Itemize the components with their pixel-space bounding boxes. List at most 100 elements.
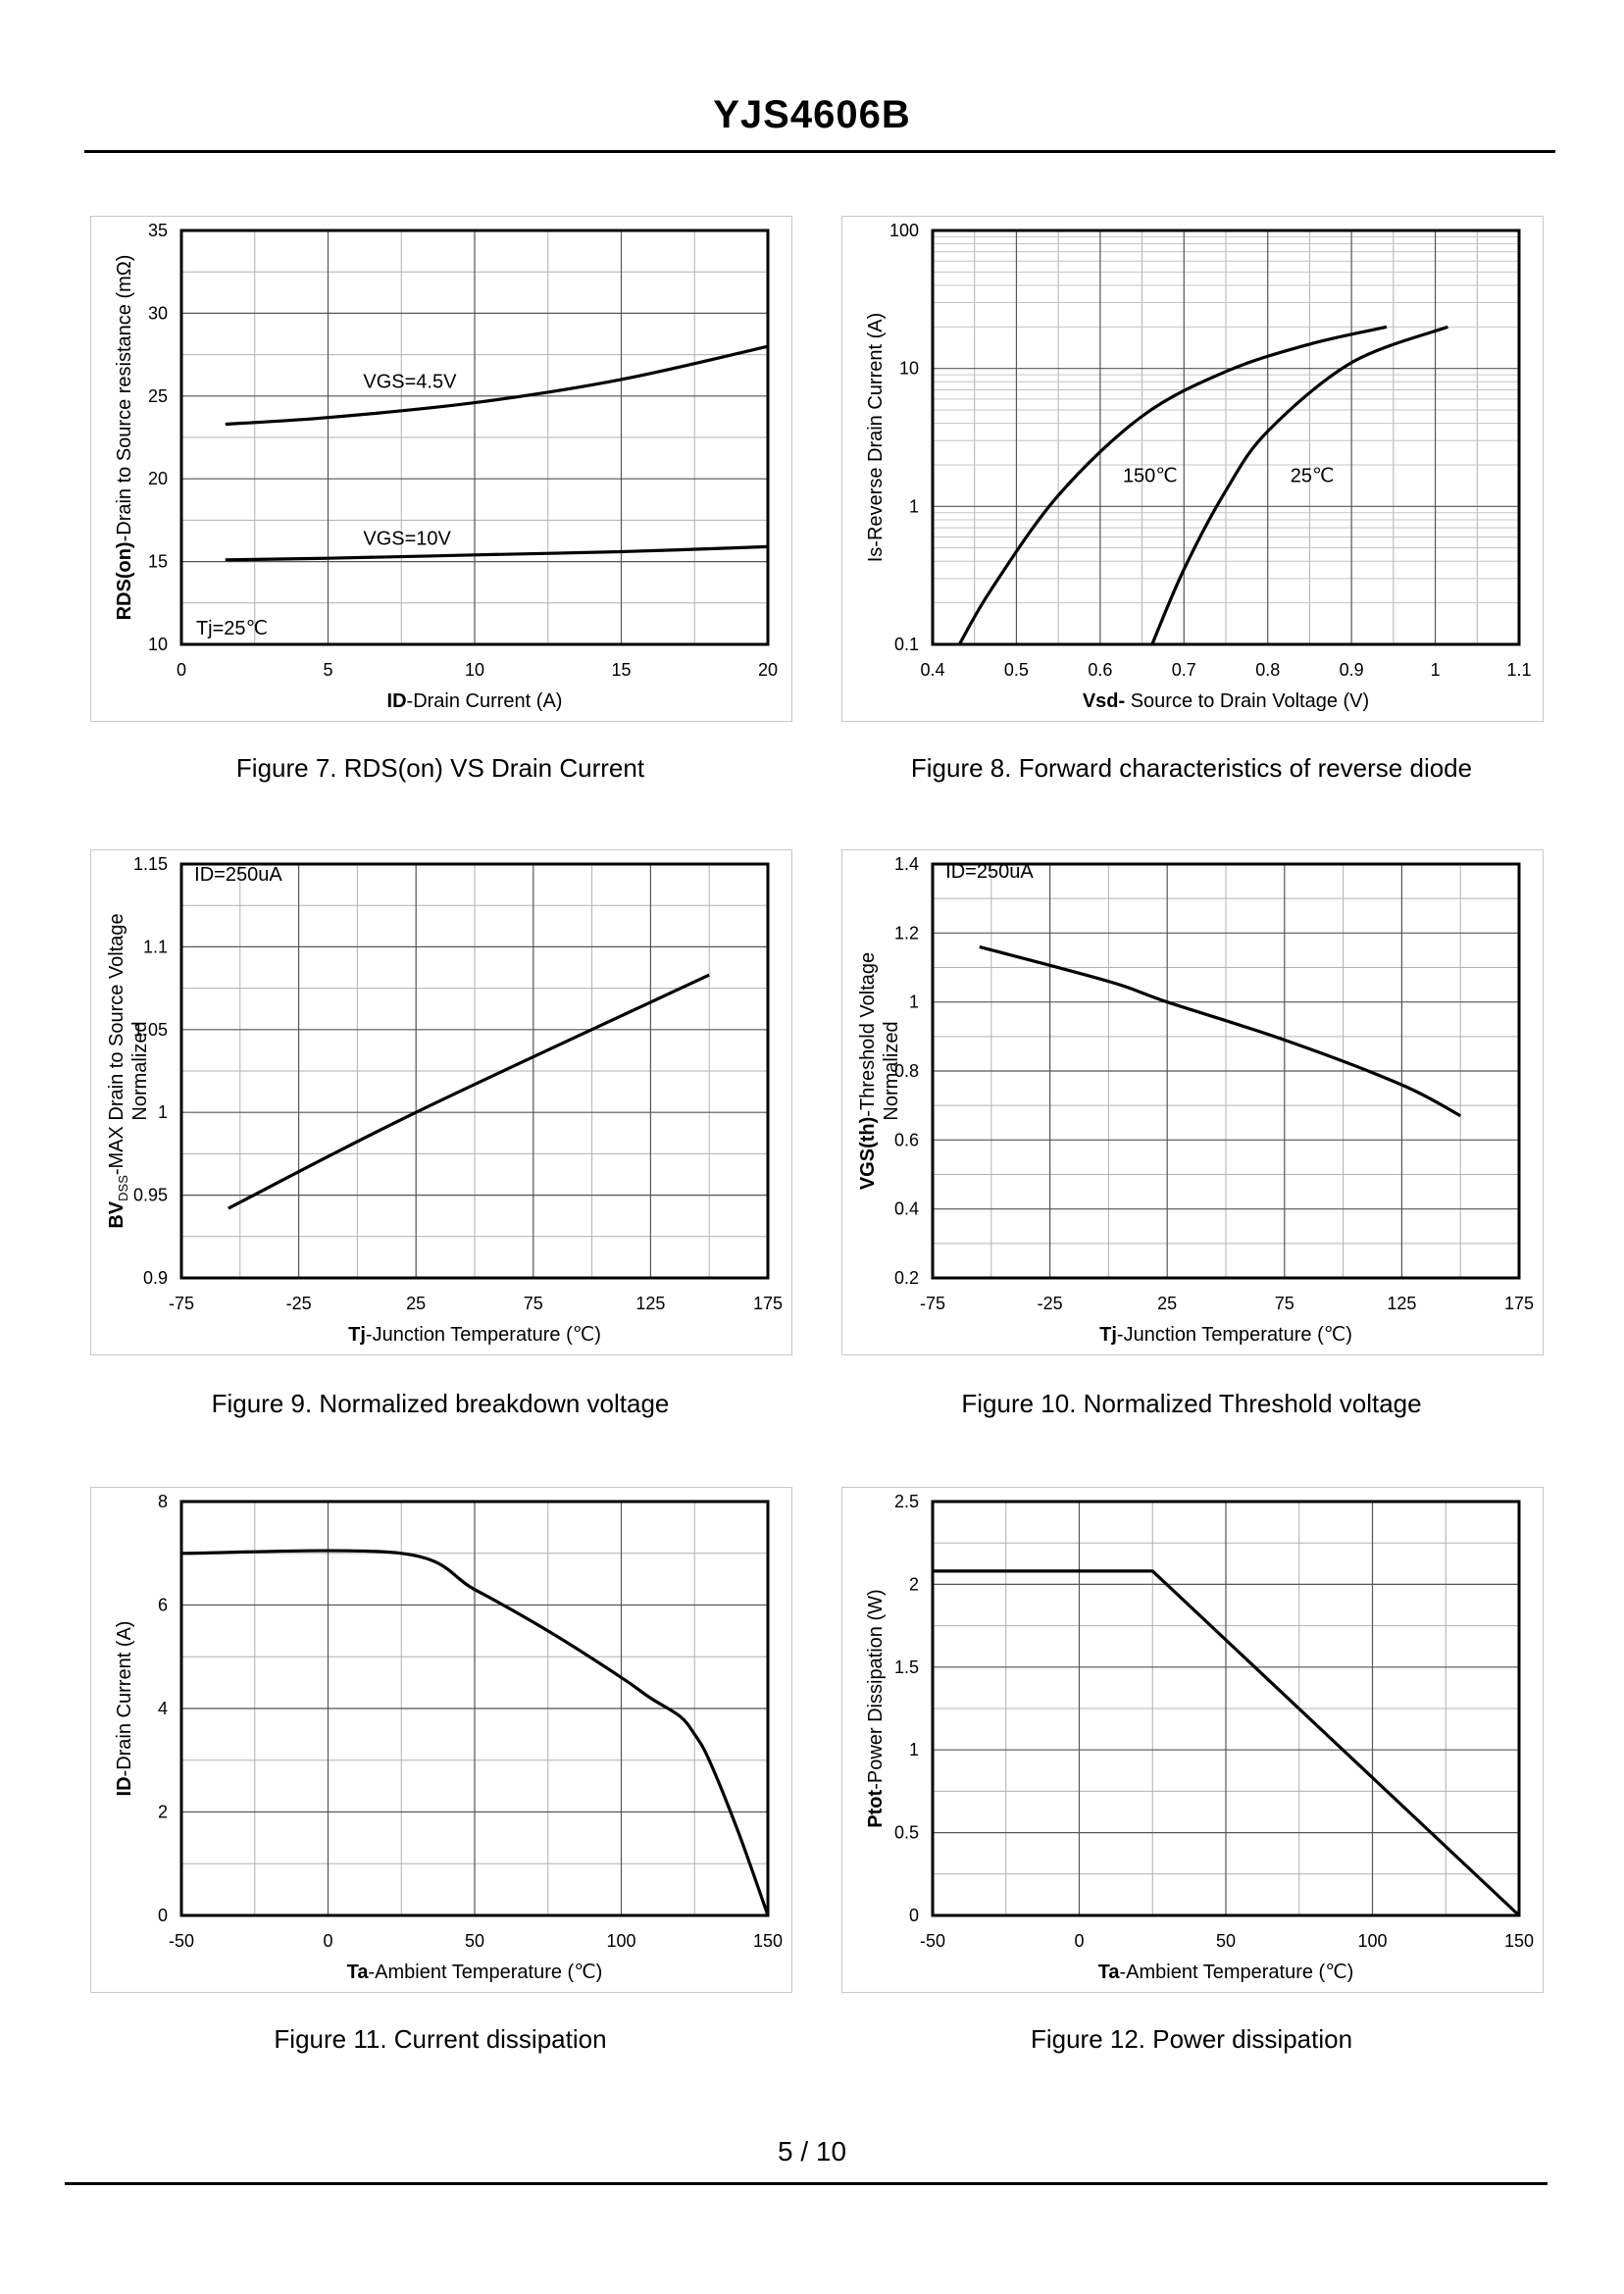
grid [932,863,1520,1279]
y-axis-label-text: Is-Reverse Drain Current (A) [865,313,887,563]
x-tick-label: 0.8 [1255,660,1280,680]
series-line-0 [225,344,769,427]
y-tick-label: 2 [158,1803,168,1822]
x-tick-label: 125 [1387,1294,1416,1313]
y-tick-label: 20 [148,469,168,488]
x-tick-label: 150 [753,1931,783,1951]
x-tick-label: -75 [920,1294,945,1313]
figure-9-caption: Figure 9. Normalized breakdown voltage [211,1389,670,1418]
y-axis-label-sub: DSS [116,1175,130,1201]
y-axis-label-bold: ID [114,1776,135,1796]
figure-8-panel: 0.4 0.5 0.6 0.7 0.8 0.9 1 1.1 0.1 1 10 100 Vsd- Sour… [841,216,1544,722]
y-tick-label: 4 [158,1699,168,1718]
y-tick-label: 15 [148,552,168,572]
grid [932,229,1520,645]
y-tick-label: 10 [899,359,919,379]
y-axis-label-bold: RDS(on) [114,541,135,620]
x-axis-label-text: Source to Drain Voltage (V) [1125,690,1369,712]
x-tick-label: 0.7 [1172,660,1196,680]
y-axis-label-text: -Threshold Voltage [857,952,879,1117]
x-tick-label: 1 [1431,660,1441,680]
x-tick-label: 1.1 [1506,660,1531,680]
x-axis-label-bold: Vsd- [1083,690,1125,712]
x-tick-label: 0 [177,660,186,680]
y-axis-label: RDS(on)-Drain to Source resistance (mΩ) [114,255,135,621]
y-tick-label: 1 [909,1740,919,1759]
series-line-0 [933,1569,1521,1917]
x-tick-label: 25 [406,1294,426,1313]
x-tick-label: 125 [635,1294,665,1313]
x-tick-label: 100 [606,1931,635,1951]
x-tick-label: -25 [1038,1294,1063,1313]
y-tick-label: 0.5 [894,1823,919,1843]
figure-12-panel: -50 0 50 100 150 0 0.5 1 1.5 2 2.5 Ta-Ambient Tempe… [841,1487,1544,1993]
y-tick-label: 8 [158,1492,168,1511]
x-axis-label-bold: Tj [348,1324,366,1346]
x-tick-label: 100 [1357,1931,1387,1951]
y-tick-label: 100 [889,221,919,240]
y-axis-label-text: -Drain to Source resistance (mΩ) [114,255,135,542]
x-tick-label: 0.9 [1340,660,1364,680]
y-tick-label: 2.5 [894,1492,919,1511]
y-tick-label: 2 [909,1574,919,1594]
x-tick-label: 5 [323,660,332,680]
figure-12-caption: Figure 12. Power dissipation [1030,2024,1353,2054]
y-tick-label: 0.4 [894,1199,919,1219]
figure-11-panel: -50 0 50 100 150 0 2 4 6 8 Ta-Ambient Temperature … [90,1487,792,1993]
x-tick-label: 0 [323,1931,332,1951]
series-line-0 [180,1549,770,1916]
y-tick-label: 0.1 [894,635,919,654]
x-tick-label: 0.4 [920,660,944,680]
figure-10-chart: -75 -25 25 75 125 175 0.2 0.4 0.6 0.8 1 1.2 1.4 Tj-Ju… [857,854,1534,1346]
x-tick-label: 0.6 [1088,660,1112,680]
figure-11-caption: Figure 11. Current dissipation [274,2024,607,2054]
y-tick-label: 25 [148,386,168,406]
figure-7-chart: 0 5 10 15 20 10 15 20 25 30 35 ID-Drain Current (A)… [114,221,778,712]
page-number: 5 / 10 [777,2136,847,2167]
figure-7-panel: 0 5 10 15 20 10 15 20 25 30 35 ID-Drain Current (A)… [90,216,792,722]
x-axis-label: ID-Drain Current (A) [387,690,563,712]
y-tick-label: 1.05 [133,1020,168,1040]
y-axis-label-bold: VGS(th) [857,1117,879,1190]
y-axis-label: Is-Reverse Drain Current (A) [865,313,887,563]
annotation-label: 150℃ [1123,466,1178,487]
y-axis-label-text: -Drain Current (A) [114,1621,135,1777]
x-axis-label-bold: Ta [1098,1962,1121,1983]
x-tick-label: -50 [169,1931,194,1951]
x-tick-label: 15 [611,660,631,680]
y-tick-label: 0.9 [143,1268,168,1288]
y-tick-label: 1.5 [894,1657,919,1677]
series-line-0 [979,944,1461,1118]
x-axis-label: Tj-Junction Temperature (℃) [1099,1324,1352,1346]
x-axis-label-bold: Tj [1099,1324,1117,1346]
x-axis-label-text: -Ambient Temperature (℃) [369,1962,603,1983]
y-tick-label: 0.8 [894,1061,919,1081]
y-axis-label-line2: Normalized [129,1021,151,1120]
y-tick-label: 6 [158,1596,168,1615]
annotation-label: ID=250uA [945,861,1034,883]
y-tick-label: 0.95 [133,1186,168,1205]
figure-8-caption: Figure 8. Forward characteristics of rev… [910,753,1473,783]
y-tick-label: 35 [148,221,168,240]
x-tick-label: 75 [524,1294,543,1313]
plot-frame [931,862,1521,1280]
y-axis-label-text: -Power Dissipation (W) [865,1589,887,1789]
y-axis-label: VGS(th)-Threshold Voltage [857,952,879,1190]
x-axis-label-bold: ID [387,690,407,712]
figure-10-panel: -75 -25 25 75 125 175 0.2 0.4 0.6 0.8 1 1.2 1.4 Tj-Ju… [841,849,1544,1355]
x-tick-label: -75 [169,1294,194,1313]
plot-frame [179,229,770,646]
footer-rule [65,2182,1548,2185]
figure-9-chart: -75 -25 25 75 125 175 0.9 0.95 1 1.05 1.1 1.15 Tj-Ju… [106,854,783,1346]
y-axis-label-bold: BV [106,1200,127,1228]
plot-frame [179,1500,770,1917]
x-axis-label-text: -Junction Temperature (℃) [1117,1324,1352,1346]
x-axis-label-text: -Ambient Temperature (℃) [1120,1962,1354,1983]
y-tick-label: 10 [148,635,168,654]
x-tick-label: 0 [1074,1931,1084,1951]
annotation-label: VGS=10V [363,529,451,550]
figure-10-caption: Figure 10. Normalized Threshold voltage [961,1389,1422,1418]
series-line-1 [225,544,769,562]
